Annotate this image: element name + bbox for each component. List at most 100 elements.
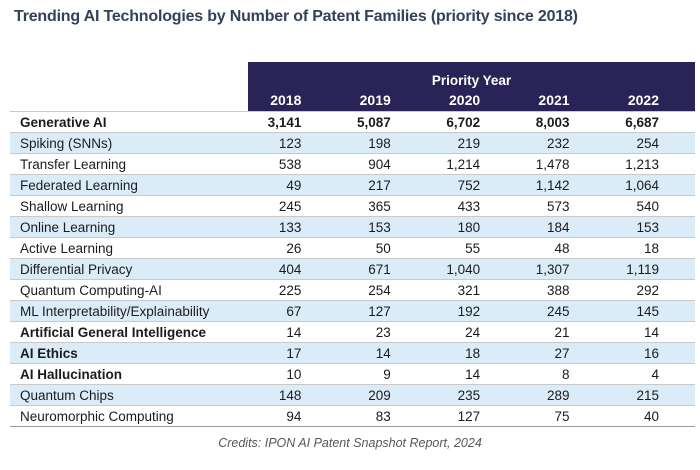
row-label: Generative AI [10,111,248,133]
patent-families-table: Priority Year 2018 2019 2020 2021 2022 G… [10,62,695,427]
value-cell: 540 [605,195,695,217]
value-cell: 5,087 [337,111,427,133]
value-cell: 1,307 [516,258,606,280]
value-cell: 217 [337,174,427,196]
value-cell: 198 [337,132,427,154]
value-cell: 6,702 [426,111,517,133]
row-label: Shallow Learning [10,195,248,217]
table-row: Federated Learning 49 217 752 1,142 1,064 [10,174,695,196]
value-cell: 365 [337,195,427,217]
value-cell: 671 [337,258,427,280]
value-cell: 16 [605,342,695,364]
value-cell: 8 [516,363,606,385]
value-cell: 18 [426,342,517,364]
value-cell: 1,478 [516,153,606,175]
value-cell: 8,003 [516,111,606,133]
value-cell: 904 [337,153,427,175]
value-cell: 18 [605,237,695,259]
value-cell: 321 [426,279,517,301]
value-cell: 14 [426,363,517,385]
value-cell: 388 [516,279,606,301]
year-header-2018: 2018 [248,88,338,112]
value-cell: 153 [605,216,695,238]
year-header-2022: 2022 [605,88,695,112]
table-row: Quantum Computing-AI 225 254 321 388 292 [10,279,695,301]
row-label: Online Learning [10,216,248,238]
value-cell: 26 [248,237,338,259]
value-cell: 94 [248,405,338,427]
value-cell: 1,119 [605,258,695,280]
row-label: Differential Privacy [10,258,248,280]
table-row: Shallow Learning 245 365 433 573 540 [10,195,695,217]
value-cell: 404 [248,258,338,280]
value-cell: 145 [605,300,695,322]
value-cell: 83 [337,405,427,427]
table-row: ML Interpretability/Explainability 67 127 1… [10,300,695,322]
table-row: Spiking (SNNs) 123 198 219 232 254 [10,132,695,154]
value-cell: 538 [248,153,338,175]
value-cell: 4 [605,363,695,385]
value-cell: 148 [248,384,338,406]
table-header: Priority Year 2018 2019 2020 2021 2022 [10,62,695,112]
table-row: Generative AI 3,141 5,087 6,702 8,003 6,687 [10,111,695,133]
value-cell: 9 [337,363,427,385]
year-header-2019: 2019 [337,88,427,112]
table-row: Quantum Chips 148 209 235 289 215 [10,384,695,406]
value-cell: 292 [605,279,695,301]
table-row: Online Learning 133 153 180 184 153 [10,216,695,238]
value-cell: 3,141 [248,111,338,133]
header-group-row: Priority Year [10,62,695,88]
value-cell: 235 [426,384,517,406]
value-cell: 55 [426,237,517,259]
chart-title: Trending AI Technologies by Number of Pa… [14,8,578,25]
value-cell: 245 [516,300,606,322]
value-cell: 192 [426,300,517,322]
value-cell: 127 [426,405,517,427]
value-cell: 49 [248,174,338,196]
value-cell: 127 [337,300,427,322]
value-cell: 184 [516,216,606,238]
row-label: Transfer Learning [10,153,248,175]
row-label: Quantum Computing-AI [10,279,248,301]
row-label: ML Interpretability/Explainability [10,300,248,322]
value-cell: 1,064 [605,174,695,196]
value-cell: 215 [605,384,695,406]
value-cell: 75 [516,405,606,427]
value-cell: 10 [248,363,338,385]
column-group-header: Priority Year [248,62,695,88]
value-cell: 219 [426,132,517,154]
value-cell: 14 [248,321,338,343]
value-cell: 48 [516,237,606,259]
row-label: AI Hallucination [10,363,248,385]
value-cell: 254 [337,279,427,301]
corner-cell [10,62,248,88]
row-label: Spiking (SNNs) [10,132,248,154]
value-cell: 21 [516,321,606,343]
value-cell: 1,142 [516,174,606,196]
table-row: AI Hallucination 10 9 14 8 4 [10,363,695,385]
corner-cell [10,88,248,112]
table-row: AI Ethics 17 14 18 27 16 [10,342,695,364]
value-cell: 289 [516,384,606,406]
table-row: Transfer Learning 538 904 1,214 1,478 1,213 [10,153,695,175]
row-label: Neuromorphic Computing [10,405,248,427]
value-cell: 27 [516,342,606,364]
value-cell: 123 [248,132,338,154]
value-cell: 209 [337,384,427,406]
row-label: Quantum Chips [10,384,248,406]
table-row: Neuromorphic Computing 94 83 127 75 40 [10,405,695,427]
row-label: Active Learning [10,237,248,259]
value-cell: 180 [426,216,517,238]
value-cell: 433 [426,195,517,217]
value-cell: 23 [337,321,427,343]
value-cell: 1,213 [605,153,695,175]
value-cell: 245 [248,195,338,217]
row-label: Artificial General Intelligence [10,321,248,343]
value-cell: 232 [516,132,606,154]
row-label: AI Ethics [10,342,248,364]
value-cell: 14 [337,342,427,364]
value-cell: 50 [337,237,427,259]
credits-caption: Credits: IPON AI Patent Snapshot Report,… [218,436,482,450]
year-header-2020: 2020 [426,88,517,112]
row-label: Federated Learning [10,174,248,196]
